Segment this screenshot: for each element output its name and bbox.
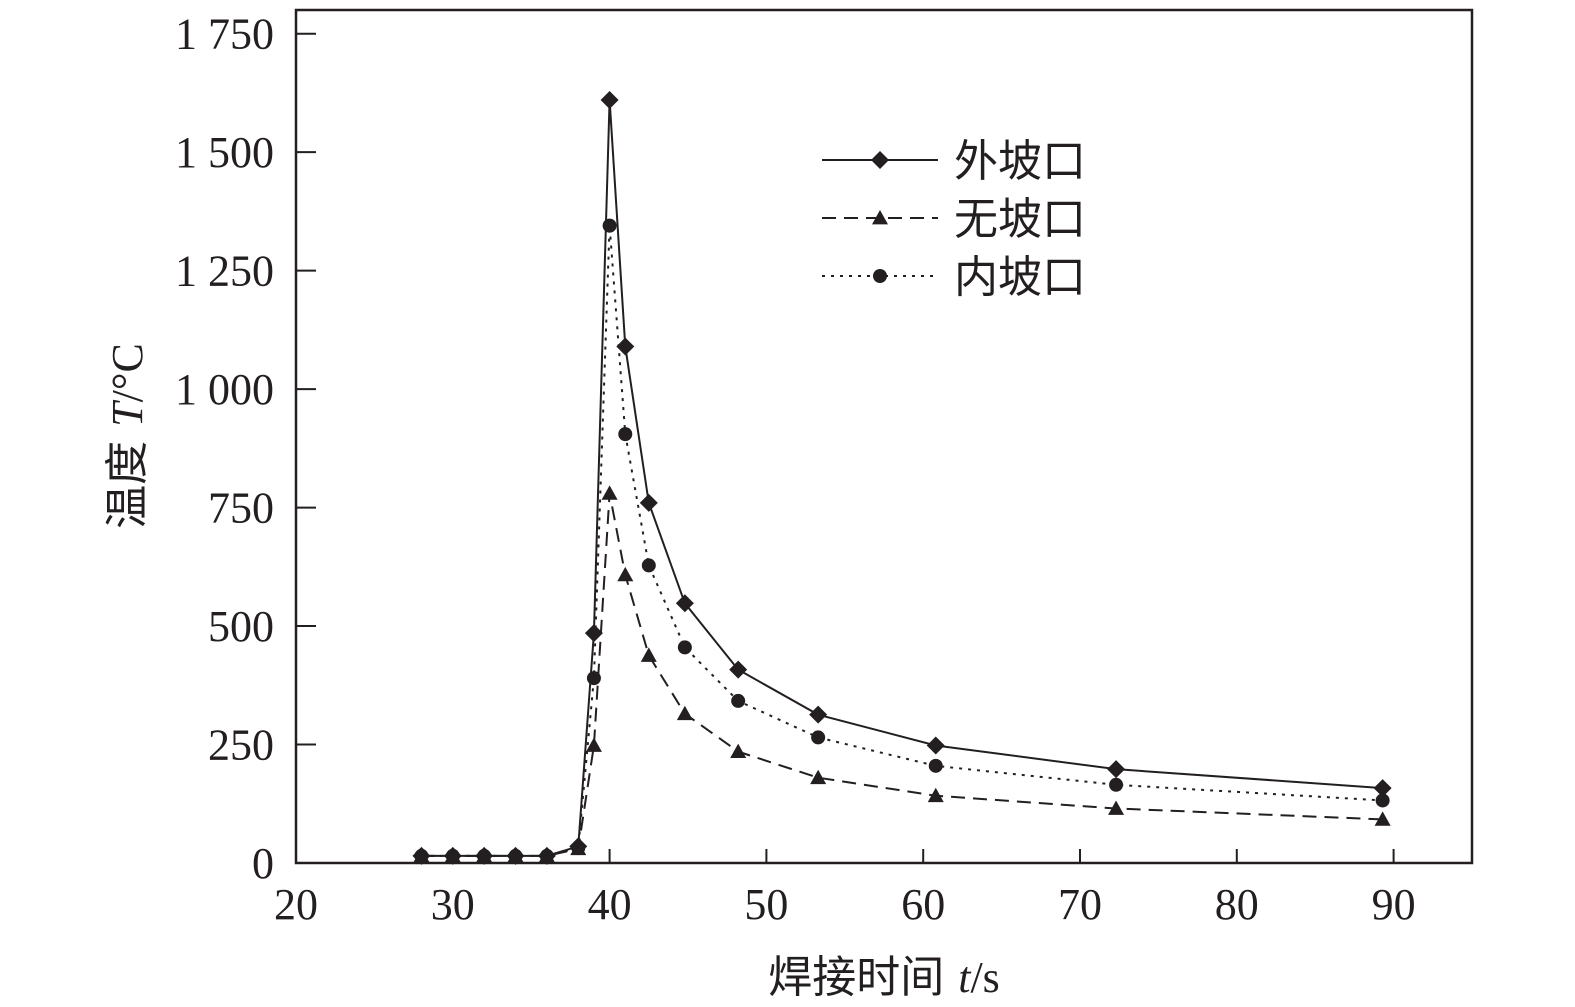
y-tick-label: 1 250	[175, 247, 274, 296]
data-point	[539, 848, 554, 863]
data-point	[811, 730, 826, 745]
series-triangle	[413, 485, 1391, 863]
data-point	[617, 566, 634, 582]
y-tick-label: 1 750	[175, 10, 274, 59]
data-point	[928, 758, 943, 773]
x-axis: 20 30 40 50 60 70 80 90	[274, 849, 1416, 929]
legend-marker	[871, 151, 889, 169]
data-point	[641, 558, 656, 573]
data-point	[600, 91, 619, 110]
data-point	[730, 743, 747, 759]
data-point	[584, 624, 603, 643]
data-point	[586, 671, 601, 686]
legend-label: 无坡口	[954, 194, 1086, 245]
data-point	[731, 693, 746, 708]
data-point	[602, 218, 617, 233]
data-point	[1375, 793, 1390, 808]
data-point	[1373, 779, 1392, 798]
x-tick-label: 70	[1058, 880, 1102, 929]
data-point	[616, 337, 635, 356]
x-tick-label: 50	[744, 880, 788, 929]
y-tick-label: 1 500	[175, 128, 274, 177]
x-tick-label: 80	[1215, 880, 1259, 929]
data-point	[601, 485, 618, 500]
y-tick-label: 1 000	[175, 365, 274, 414]
series-line	[421, 99, 1383, 857]
data-point	[618, 427, 633, 442]
legend-label: 外坡口	[954, 136, 1086, 187]
data-point	[477, 848, 492, 863]
data-point	[1109, 777, 1124, 792]
data-point	[508, 848, 523, 863]
data-point	[927, 787, 944, 803]
data-point	[809, 705, 828, 724]
data-point	[926, 736, 945, 755]
y-tick-label: 0	[252, 839, 274, 888]
y-axis: 0 250 500 750 1 000 1 250 1 500 1 750	[175, 10, 316, 888]
data-point	[585, 737, 602, 752]
series-line	[421, 493, 1383, 857]
x-tick-label: 40	[588, 880, 632, 929]
x-axis-title: 焊接时间 t/s	[768, 952, 1000, 1003]
data-point	[675, 594, 694, 613]
y-axis-title: 温度 T/°C	[102, 343, 153, 529]
data-point	[640, 647, 657, 662]
x-tick-label: 90	[1372, 880, 1416, 929]
y-tick-label: 750	[208, 484, 274, 533]
plot-frame	[294, 8, 1474, 865]
series-line	[421, 225, 1383, 857]
series-diamond	[412, 91, 1392, 865]
data-point	[810, 769, 827, 785]
legend-label: 内坡口	[954, 252, 1086, 303]
data-point	[677, 640, 692, 655]
legend-marker	[873, 269, 887, 283]
series-layer	[412, 91, 1392, 865]
data-point	[676, 705, 693, 721]
series-circle	[414, 218, 1390, 863]
data-point	[729, 660, 748, 679]
data-point	[445, 848, 460, 863]
data-point	[414, 848, 429, 863]
y-tick-label: 250	[208, 721, 274, 770]
data-point	[1107, 760, 1126, 779]
data-point	[639, 493, 658, 512]
x-tick-label: 20	[274, 880, 318, 929]
x-tick-label: 60	[901, 880, 945, 929]
legend-marker	[872, 210, 888, 225]
data-point	[571, 840, 586, 855]
data-point	[1108, 800, 1125, 815]
x-tick-label: 30	[431, 880, 475, 929]
data-point	[1374, 811, 1391, 826]
y-tick-label: 500	[208, 602, 274, 651]
